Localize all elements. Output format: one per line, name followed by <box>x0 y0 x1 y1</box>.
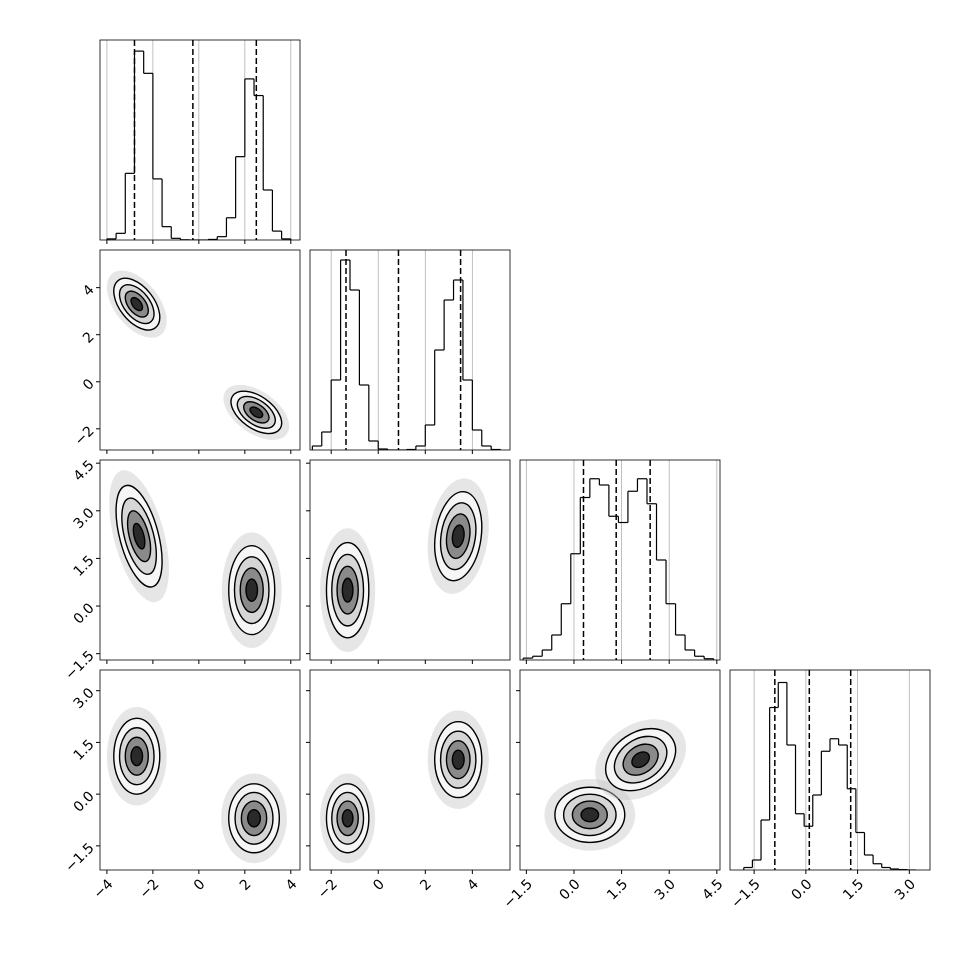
density-panel <box>106 270 290 440</box>
y-tick-label: 1.5 <box>71 553 98 580</box>
panel-frame <box>309 249 511 451</box>
x-tick-label: 1.5 <box>840 876 867 903</box>
x-tick-label: 0 <box>191 876 209 894</box>
density-panel <box>109 470 282 648</box>
x-tick-label: 2 <box>417 876 435 894</box>
y-tick-label: 0.0 <box>71 788 98 815</box>
x-tick-label: 3.0 <box>652 876 679 903</box>
y-tick-label: −1.5 <box>62 648 97 683</box>
histogram <box>106 40 292 240</box>
y-tick-label: −1.5 <box>62 840 97 875</box>
y-tick-label: 0.0 <box>71 600 98 627</box>
y-tick-label: −2 <box>72 423 98 449</box>
density-contour <box>451 524 465 549</box>
panel-frame <box>519 669 721 871</box>
histogram <box>311 250 502 450</box>
panel-frame <box>309 669 511 871</box>
density-contour <box>130 296 144 312</box>
histogram <box>522 460 715 660</box>
x-tick-label: 0.0 <box>788 876 815 903</box>
panel-frame <box>99 669 301 871</box>
x-tick-label: −2 <box>137 876 163 902</box>
density-contour <box>130 746 144 767</box>
y-tick-label: 4 <box>80 282 98 300</box>
x-tick-label: 3.0 <box>892 876 919 903</box>
x-tick-label: 0 <box>370 876 388 894</box>
x-tick-label: −1.5 <box>501 876 536 911</box>
panel-frame <box>519 459 721 661</box>
density-contour <box>245 578 259 602</box>
x-tick-label: −2 <box>315 876 341 902</box>
density-contour <box>580 807 600 823</box>
x-tick-label: 0.0 <box>557 876 584 903</box>
y-tick-label: 3.0 <box>71 685 98 712</box>
y-tick-label: 4.5 <box>71 458 98 485</box>
x-tick-label: 4 <box>283 876 301 894</box>
y-tick-label: 1.5 <box>71 737 98 764</box>
density-panel <box>320 710 489 864</box>
x-tick-label: −4 <box>91 876 117 902</box>
histogram <box>743 670 917 870</box>
panel-frame <box>729 669 931 871</box>
panel-frame <box>99 459 301 661</box>
panel-frame <box>309 459 511 661</box>
x-tick-label: 4.5 <box>699 876 726 903</box>
panel-frame <box>99 39 301 241</box>
y-tick-label: 0 <box>80 376 98 394</box>
panel-frame <box>99 249 301 451</box>
x-tick-label: 1.5 <box>604 876 631 903</box>
density-panel <box>106 706 287 864</box>
density-contour <box>341 808 354 828</box>
density-contour <box>247 808 262 828</box>
y-tick-label: 2 <box>80 329 98 347</box>
density-panel <box>320 478 489 653</box>
density-contour <box>132 522 146 550</box>
density-contour <box>341 577 354 603</box>
x-tick-label: −1.5 <box>728 876 763 911</box>
density-panel <box>544 719 687 851</box>
density-contour <box>631 751 651 769</box>
density-contour <box>249 406 264 419</box>
density-contour <box>451 749 465 770</box>
x-tick-label: 2 <box>237 876 255 894</box>
y-tick-label: 3.0 <box>71 505 98 532</box>
x-tick-label: 4 <box>464 876 482 894</box>
